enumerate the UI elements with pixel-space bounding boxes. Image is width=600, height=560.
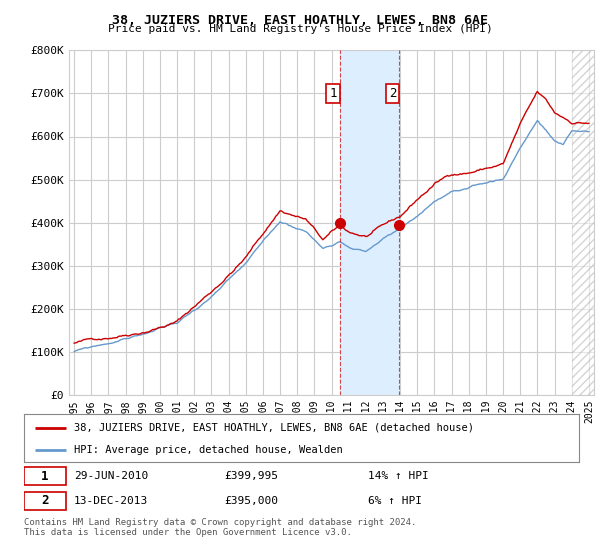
Text: 1: 1 — [41, 470, 49, 483]
Text: 6% ↑ HPI: 6% ↑ HPI — [368, 496, 422, 506]
Text: 2: 2 — [41, 494, 49, 507]
Text: Price paid vs. HM Land Registry's House Price Index (HPI): Price paid vs. HM Land Registry's House … — [107, 24, 493, 34]
Bar — [572, 50, 594, 395]
Text: 2: 2 — [389, 87, 396, 100]
Text: 14% ↑ HPI: 14% ↑ HPI — [368, 471, 429, 481]
Bar — [572, 50, 594, 395]
Text: HPI: Average price, detached house, Wealden: HPI: Average price, detached house, Weal… — [74, 445, 343, 455]
Text: 38, JUZIERS DRIVE, EAST HOATHLY, LEWES, BN8 6AE: 38, JUZIERS DRIVE, EAST HOATHLY, LEWES, … — [112, 14, 488, 27]
FancyBboxPatch shape — [24, 492, 65, 510]
Text: 38, JUZIERS DRIVE, EAST HOATHLY, LEWES, BN8 6AE (detached house): 38, JUZIERS DRIVE, EAST HOATHLY, LEWES, … — [74, 423, 474, 433]
Text: Contains HM Land Registry data © Crown copyright and database right 2024.
This d: Contains HM Land Registry data © Crown c… — [24, 518, 416, 538]
Text: 13-DEC-2013: 13-DEC-2013 — [74, 496, 148, 506]
Text: 1: 1 — [329, 87, 337, 100]
Bar — [340, 50, 400, 395]
Text: £395,000: £395,000 — [224, 496, 278, 506]
Text: £399,995: £399,995 — [224, 471, 278, 481]
Text: 29-JUN-2010: 29-JUN-2010 — [74, 471, 148, 481]
FancyBboxPatch shape — [24, 467, 65, 486]
